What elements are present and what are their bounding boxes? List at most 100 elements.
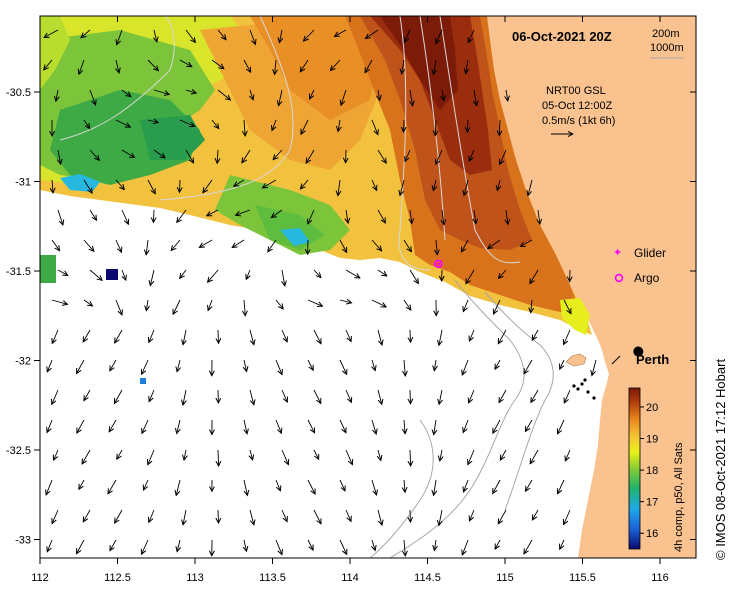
current-vector: [77, 419, 85, 433]
current-vector: [440, 449, 442, 461]
current-vector: [461, 239, 469, 252]
current-vector: [115, 509, 123, 523]
current-vector: [313, 449, 319, 459]
current-vector: [82, 449, 91, 464]
current-vector: [121, 149, 135, 158]
current-vector: [469, 149, 475, 161]
current-vector: [54, 449, 59, 460]
current-vector: [121, 89, 131, 97]
current-vector: [494, 299, 501, 314]
current-vector: [179, 59, 192, 67]
current-vector: [339, 239, 347, 252]
current-vector: [279, 89, 283, 106]
current-vector: [307, 539, 313, 550]
current-vector: [404, 359, 405, 376]
current-vector: [371, 419, 376, 434]
current-vector: [149, 389, 155, 402]
current-vector: [495, 359, 501, 369]
current-vector: [436, 149, 443, 164]
current-vector: [345, 389, 351, 402]
current-vector: [83, 299, 93, 306]
current-vector: [57, 269, 68, 275]
current-vector: [147, 120, 158, 123]
colorbar-tick-label: 18: [646, 465, 658, 477]
current-vector: [339, 359, 347, 374]
current-vector: [464, 479, 469, 492]
current-vector: [275, 539, 282, 555]
perth-leader-line: [611, 355, 621, 365]
x-axis: 112 112.5 113 113.5 114 114.5 115 115.5 116: [31, 16, 669, 584]
current-vector: [83, 329, 91, 342]
current-vector: [272, 119, 276, 131]
current-vector: [57, 209, 63, 225]
current-vector: [404, 29, 411, 42]
current-vector: [79, 59, 85, 74]
current-vector: [149, 329, 155, 342]
current-vector: [307, 359, 313, 370]
current-vector: [51, 239, 60, 251]
current-vector: [232, 239, 245, 248]
current-vector: [377, 329, 382, 345]
current-vector: [365, 59, 373, 73]
current-vector: [185, 90, 196, 93]
current-vector: [244, 479, 247, 495]
current-vector: [378, 449, 381, 460]
current-vector: [250, 89, 253, 100]
current-vector: [217, 29, 226, 40]
current-vector: [308, 209, 315, 224]
current-vector: [180, 269, 187, 278]
current-vector: [144, 479, 149, 490]
current-vector: [243, 59, 251, 72]
current-vector: [236, 209, 251, 215]
current-vector: [199, 239, 213, 247]
current-vector: [77, 539, 85, 554]
current-vector: [153, 209, 154, 222]
current-vector: [434, 539, 436, 550]
current-vector: [81, 29, 91, 38]
current-vector: [273, 149, 283, 160]
current-vector: [185, 29, 195, 42]
current-vector: [338, 179, 340, 196]
x-tick-label: 113: [186, 572, 204, 584]
current-vector: [279, 29, 282, 43]
current-vector: [371, 239, 382, 251]
current-vector: [179, 119, 195, 126]
current-vector: [377, 509, 382, 525]
current-vector: [51, 299, 67, 304]
current-vector: [345, 329, 351, 342]
current-vector: [371, 479, 377, 495]
current-vector: [177, 359, 180, 372]
y-tick-label: -31.5: [6, 266, 31, 278]
current-vector: [249, 329, 254, 345]
current-vector: [147, 179, 155, 194]
current-vector: [218, 449, 219, 466]
x-tick-label: 114.5: [414, 572, 441, 584]
current-vector: [372, 539, 375, 550]
current-vector: [142, 539, 149, 554]
current-vector: [560, 359, 565, 369]
current-vector: [462, 539, 469, 555]
current-vector: [338, 119, 340, 131]
glider-legend-label: Glider: [634, 246, 666, 260]
current-vector: [142, 419, 149, 433]
credit-text: © IMOS 08-Oct-2021 17:12 Hobart: [713, 359, 728, 560]
current-vector: [307, 299, 323, 306]
current-vector: [403, 299, 411, 310]
current-vector: [439, 509, 442, 525]
current-vector: [306, 149, 315, 163]
current-vector: [173, 299, 181, 314]
argo-legend-icon: [614, 273, 624, 283]
current-vector: [146, 299, 148, 311]
current-vectors: [44, 29, 597, 556]
current-vector: [469, 389, 475, 403]
current-vector: [339, 300, 352, 303]
current-vector: [565, 449, 571, 461]
current-vector: [404, 119, 405, 132]
current-vector: [468, 449, 475, 465]
map-frame: [39, 15, 697, 559]
current-vector: [499, 389, 507, 403]
current-vector: [530, 269, 539, 284]
current-vector: [403, 239, 411, 252]
current-vector: [526, 479, 533, 491]
